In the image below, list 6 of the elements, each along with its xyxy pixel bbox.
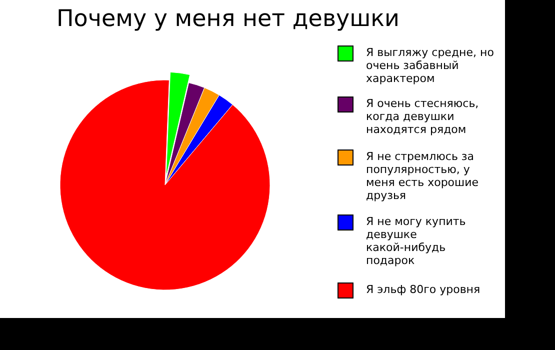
legend-label: Я эльф 80го уровня [366,283,480,296]
chart-title: Почему у меня нет девушки [56,6,400,32]
legend-label: Я выгляжу средне, но очень забавный характером [366,46,494,85]
legend-label: Я очень стесняюсь, когда девушки находятся рядом [366,97,479,136]
legend-label: Я не стремлюсь за популярностью, у меня есть хорошие друзья [366,150,479,202]
legend-label: Я не могу купить девушке какой-нибудь подарок [366,215,466,267]
